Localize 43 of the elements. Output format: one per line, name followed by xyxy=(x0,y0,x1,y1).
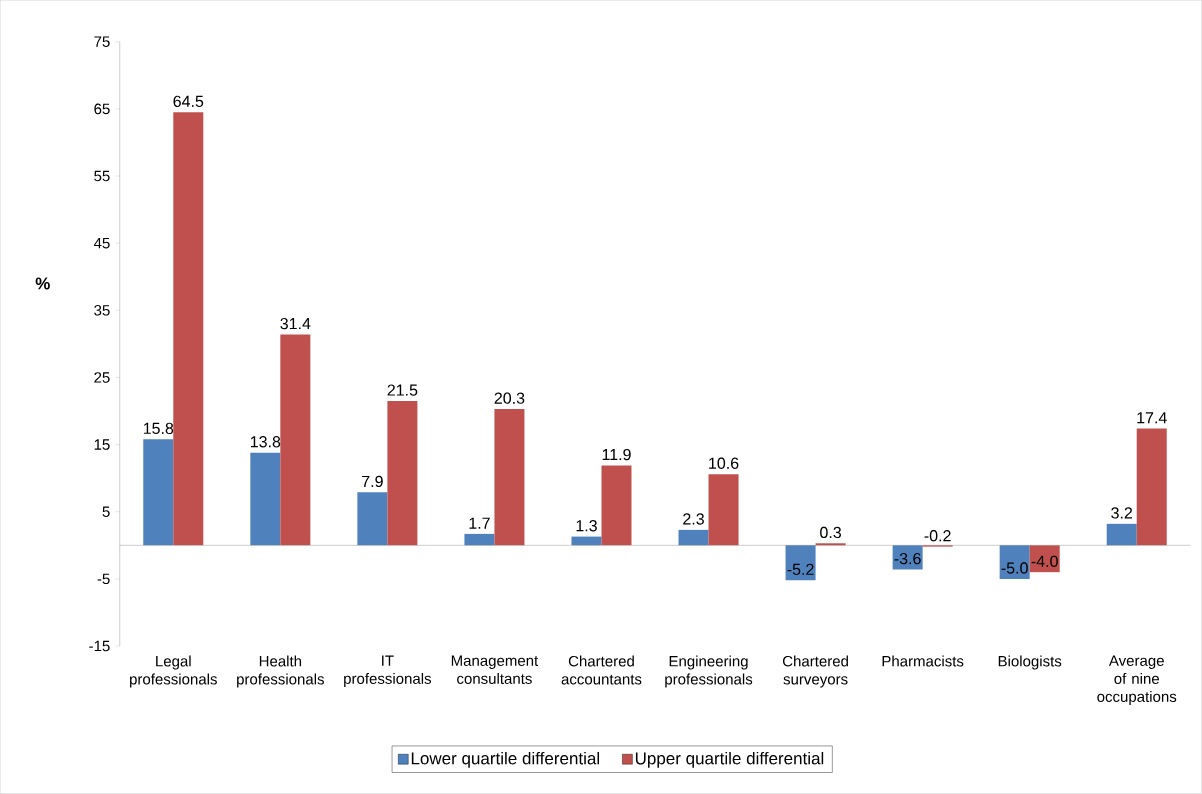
data-label: -5.2 xyxy=(787,563,814,576)
y-tick-label: -15 xyxy=(89,640,110,652)
x-tick-label: IT professionals xyxy=(344,655,432,688)
x-tick-label: Chartered surveyors xyxy=(782,655,848,688)
x-tick-label: Legal professionals xyxy=(130,655,217,688)
data-label: -5.0 xyxy=(1001,562,1028,574)
data-label: 0.3 xyxy=(820,526,841,539)
y-tick-label: 75 xyxy=(94,36,110,48)
x-tick-label: Chartered accountants xyxy=(561,655,642,685)
data-label: 10.6 xyxy=(709,457,739,470)
data-label: 11.9 xyxy=(602,448,631,461)
y-tick-label: 15 xyxy=(94,439,110,450)
data-label: 31.4 xyxy=(280,318,311,330)
data-label: 7.9 xyxy=(362,475,383,488)
data-label: 1.3 xyxy=(576,520,597,532)
x-tick-label: Pharmacists xyxy=(882,655,964,667)
data-label: 21.5 xyxy=(387,384,418,396)
legend-label: Upper quartile differential xyxy=(635,752,824,768)
x-tick-label: Biologists xyxy=(998,655,1062,670)
data-label: -4.0 xyxy=(1031,555,1058,568)
x-tick-label: Management consultants xyxy=(451,655,539,685)
y-tick-label: 55 xyxy=(94,170,110,182)
legend-label: Lower quartile differential xyxy=(411,752,600,768)
data-label: 17.4 xyxy=(1137,412,1167,424)
data-label: 2.3 xyxy=(683,513,704,525)
data-label: 13.8 xyxy=(250,436,281,448)
data-label: -3.6 xyxy=(894,553,921,565)
x-tick-label: Average of nine occupations xyxy=(1097,655,1177,706)
y-tick-label: 65 xyxy=(94,103,110,115)
y-tick-label: 25 xyxy=(94,372,110,383)
y-tick-label: 45 xyxy=(93,238,110,249)
data-label: 20.3 xyxy=(494,392,525,404)
x-tick-label: Health professionals xyxy=(237,655,324,688)
y-tick-label: 5 xyxy=(102,506,110,518)
data-label: 3.2 xyxy=(1111,507,1133,519)
data-label: -0.2 xyxy=(924,530,951,542)
data-label: 64.5 xyxy=(173,95,204,108)
y-tick-label: -5 xyxy=(97,573,110,585)
y-tick-label: 35 xyxy=(94,305,110,316)
y-axis-title: % xyxy=(35,277,50,290)
x-tick-label: Engineering professionals xyxy=(665,655,753,688)
data-label: 1.7 xyxy=(469,517,490,529)
data-label: 15.8 xyxy=(143,422,174,435)
